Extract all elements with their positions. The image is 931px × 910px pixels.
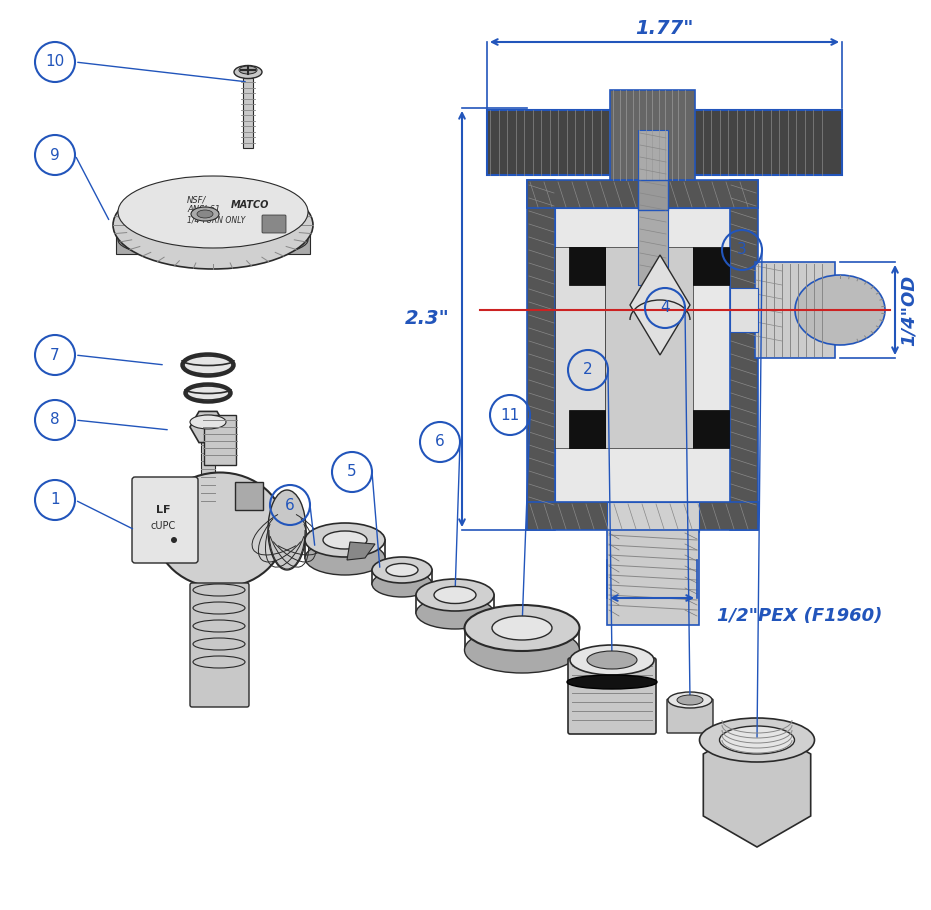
Text: 2: 2	[583, 362, 593, 378]
Text: LF: LF	[155, 505, 170, 515]
Text: 11: 11	[500, 408, 519, 422]
FancyBboxPatch shape	[605, 247, 693, 448]
Ellipse shape	[118, 176, 308, 248]
FancyBboxPatch shape	[527, 180, 758, 208]
Ellipse shape	[184, 356, 232, 374]
FancyBboxPatch shape	[569, 410, 605, 448]
Ellipse shape	[699, 718, 815, 762]
FancyBboxPatch shape	[667, 699, 713, 733]
Ellipse shape	[570, 645, 654, 675]
Text: 10: 10	[46, 55, 64, 69]
FancyBboxPatch shape	[235, 482, 263, 510]
FancyBboxPatch shape	[204, 415, 236, 465]
Ellipse shape	[720, 726, 794, 754]
Text: 1/2"PEX (F1960): 1/2"PEX (F1960)	[717, 607, 883, 625]
FancyBboxPatch shape	[132, 477, 198, 563]
FancyBboxPatch shape	[568, 658, 656, 734]
FancyBboxPatch shape	[693, 410, 729, 448]
FancyBboxPatch shape	[262, 215, 286, 233]
Ellipse shape	[465, 605, 579, 651]
Ellipse shape	[155, 472, 285, 588]
Ellipse shape	[795, 275, 885, 345]
Text: 9: 9	[50, 147, 60, 163]
FancyBboxPatch shape	[190, 583, 249, 707]
Polygon shape	[630, 255, 690, 355]
Ellipse shape	[587, 651, 637, 669]
FancyBboxPatch shape	[638, 130, 668, 285]
Text: 1.77": 1.77"	[635, 18, 694, 37]
Ellipse shape	[197, 210, 213, 218]
Ellipse shape	[191, 207, 219, 221]
Text: 7: 7	[50, 348, 60, 362]
Ellipse shape	[372, 557, 432, 583]
Text: 1/4"OD: 1/4"OD	[900, 275, 918, 346]
Ellipse shape	[416, 597, 494, 629]
Ellipse shape	[268, 490, 306, 570]
Ellipse shape	[239, 66, 257, 74]
FancyBboxPatch shape	[610, 90, 695, 180]
Text: 1/4 TURN ONLY: 1/4 TURN ONLY	[187, 216, 245, 225]
FancyBboxPatch shape	[693, 247, 729, 285]
Ellipse shape	[567, 675, 657, 689]
Text: 8: 8	[50, 412, 60, 428]
FancyBboxPatch shape	[569, 247, 605, 285]
Text: ANSI 61: ANSI 61	[187, 206, 221, 215]
Polygon shape	[347, 542, 375, 560]
FancyBboxPatch shape	[607, 502, 699, 532]
Ellipse shape	[416, 579, 494, 611]
Ellipse shape	[234, 66, 262, 78]
FancyBboxPatch shape	[487, 110, 842, 175]
FancyBboxPatch shape	[555, 247, 605, 448]
Ellipse shape	[305, 523, 385, 557]
Text: NSF/: NSF/	[187, 196, 207, 205]
Ellipse shape	[372, 571, 432, 597]
Ellipse shape	[305, 541, 385, 575]
Ellipse shape	[677, 695, 703, 705]
Ellipse shape	[187, 386, 229, 400]
Text: 5: 5	[347, 464, 357, 480]
Ellipse shape	[386, 563, 418, 577]
FancyBboxPatch shape	[755, 262, 835, 358]
FancyBboxPatch shape	[116, 226, 310, 254]
Text: 1: 1	[50, 492, 60, 508]
FancyBboxPatch shape	[638, 180, 668, 210]
Text: 6: 6	[285, 498, 295, 512]
FancyBboxPatch shape	[527, 180, 555, 530]
Ellipse shape	[113, 181, 313, 269]
FancyBboxPatch shape	[607, 530, 699, 625]
Text: MATCO: MATCO	[231, 200, 269, 210]
Text: cUPC: cUPC	[151, 521, 176, 531]
FancyBboxPatch shape	[527, 502, 758, 530]
FancyBboxPatch shape	[730, 180, 758, 530]
Text: 3: 3	[737, 242, 747, 258]
Text: 6: 6	[435, 434, 445, 450]
FancyBboxPatch shape	[730, 288, 758, 332]
Ellipse shape	[323, 531, 367, 549]
Ellipse shape	[492, 616, 552, 640]
Ellipse shape	[668, 692, 712, 708]
FancyBboxPatch shape	[201, 442, 215, 507]
Ellipse shape	[118, 220, 308, 260]
Text: 4: 4	[660, 300, 669, 316]
Circle shape	[171, 537, 177, 543]
Ellipse shape	[190, 415, 226, 429]
Text: 2.3": 2.3"	[405, 309, 450, 329]
FancyBboxPatch shape	[243, 78, 253, 148]
Ellipse shape	[434, 587, 476, 603]
Ellipse shape	[465, 627, 579, 673]
FancyBboxPatch shape	[555, 208, 730, 502]
